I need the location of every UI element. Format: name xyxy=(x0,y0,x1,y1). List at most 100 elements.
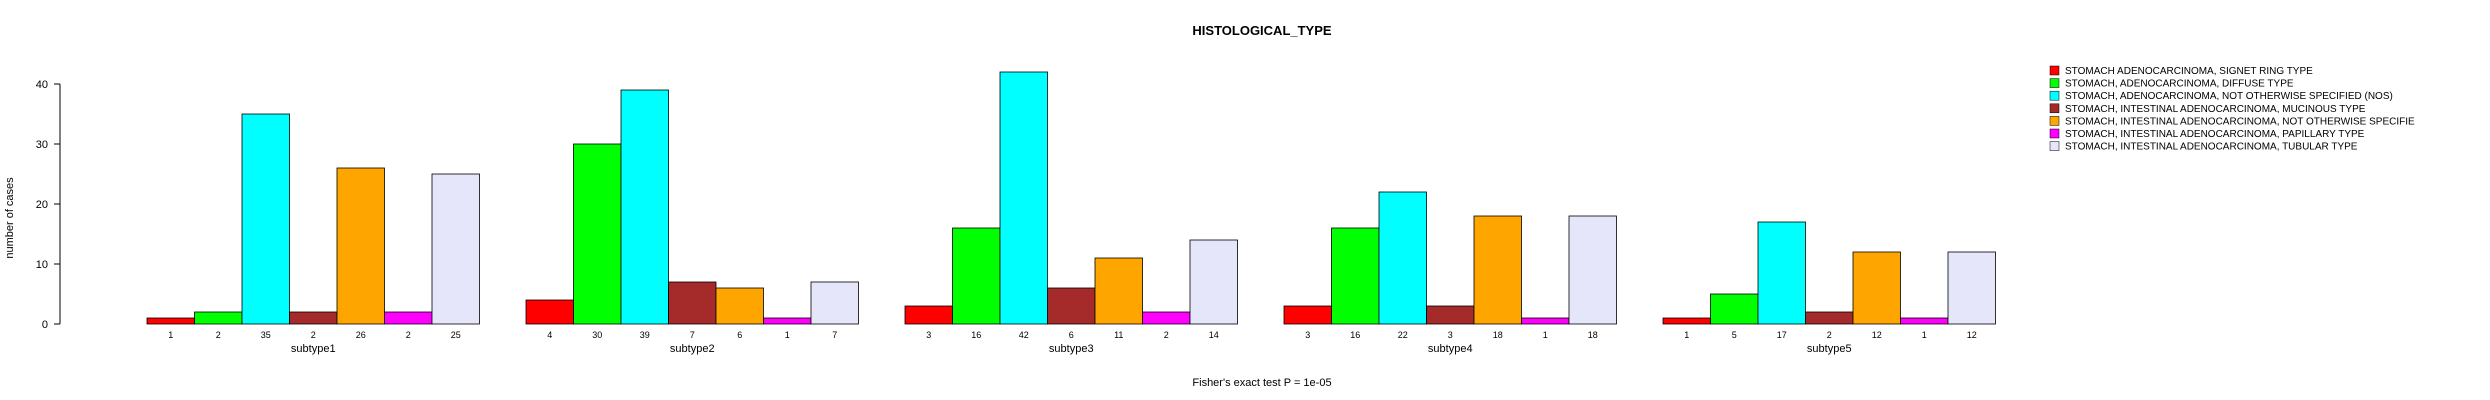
bar xyxy=(952,227,1001,325)
legend-label: STOMACH, INTESTINAL ADENOCARCINOMA, PAPI… xyxy=(2065,129,2365,140)
bar xyxy=(573,143,622,325)
bar-value-label: 4 xyxy=(547,330,552,340)
bar-value-label: 2 xyxy=(1827,330,1832,340)
bar-value-label: 17 xyxy=(1777,330,1787,340)
bar-value-label: 1 xyxy=(785,330,790,340)
bar-value-label: 1 xyxy=(1543,330,1548,340)
bar-value-label: 2 xyxy=(1164,330,1169,340)
bar xyxy=(336,167,385,325)
legend-label: STOMACH ADENOCARCINOMA, SIGNET RING TYPE xyxy=(2065,66,2313,77)
group-label: subtype1 xyxy=(291,343,336,355)
legend-swatch xyxy=(2049,103,2060,114)
bar xyxy=(904,305,953,325)
bar xyxy=(1094,257,1143,325)
y-tick-label: 20 xyxy=(36,199,48,211)
bar xyxy=(1568,215,1617,325)
bar-value-label: 5 xyxy=(1732,330,1737,340)
bar-value-label: 1 xyxy=(1922,330,1927,340)
bar xyxy=(1662,317,1711,325)
y-tick-label: 10 xyxy=(36,259,48,271)
bar-value-label: 12 xyxy=(1967,330,1977,340)
bar xyxy=(1283,305,1332,325)
bar xyxy=(194,311,243,325)
bar-value-label: 3 xyxy=(926,330,931,340)
group-label: subtype4 xyxy=(1428,343,1473,355)
group-label: subtype2 xyxy=(670,343,715,355)
y-tick-label: 40 xyxy=(36,79,48,91)
bar-value-label: 39 xyxy=(640,330,650,340)
bar-value-label: 16 xyxy=(1350,330,1360,340)
bar-value-label: 26 xyxy=(356,330,366,340)
bar-value-label: 18 xyxy=(1588,330,1598,340)
bar xyxy=(668,281,717,325)
bar-value-label: 16 xyxy=(971,330,981,340)
bar xyxy=(1521,317,1570,325)
bar xyxy=(1378,191,1427,325)
bar-value-label: 35 xyxy=(261,330,271,340)
chart-title: HISTOLOGICAL_TYPE xyxy=(1192,23,1331,38)
bar-value-label: 2 xyxy=(311,330,316,340)
bar-value-label: 1 xyxy=(168,330,173,340)
legend-swatch xyxy=(2049,141,2060,151)
legend-label: STOMACH, INTESTINAL ADENOCARCINOMA, MUCI… xyxy=(2065,104,2366,115)
bar-value-label: 7 xyxy=(832,330,837,340)
bar xyxy=(384,311,433,325)
bar-value-label: 7 xyxy=(690,330,695,340)
bar-value-label: 42 xyxy=(1019,330,1029,340)
legend-label: STOMACH, ADENOCARCINOMA, DIFFUSE TYPE xyxy=(2065,79,2294,90)
y-tick-label: 0 xyxy=(42,319,48,331)
bar-value-label: 14 xyxy=(1209,330,1219,340)
bar-value-label: 6 xyxy=(1069,330,1074,340)
bar-value-label: 2 xyxy=(216,330,221,340)
y-tick-label: 30 xyxy=(36,139,48,151)
y-axis: 0 10 20 30 40 xyxy=(36,79,61,331)
bar xyxy=(1426,305,1475,325)
legend-swatch xyxy=(2049,65,2060,76)
bar-value-label: 18 xyxy=(1493,330,1503,340)
bar xyxy=(715,287,764,325)
bar-value-label: 30 xyxy=(592,330,602,340)
bar xyxy=(1757,221,1806,325)
bar xyxy=(763,317,812,325)
y-axis-label: number of cases xyxy=(4,177,16,259)
legend-swatch xyxy=(2049,116,2060,126)
bar xyxy=(620,89,669,325)
legend-swatch xyxy=(2049,78,2060,88)
bar-value-label: 12 xyxy=(1872,330,1882,340)
bar xyxy=(1189,239,1238,325)
bar-value-label: 6 xyxy=(737,330,742,340)
bar xyxy=(1947,251,1996,325)
bar xyxy=(1142,311,1191,325)
legend-label: STOMACH, INTESTINAL ADENOCARCINOMA, TUBU… xyxy=(2065,142,2358,153)
bar-value-label: 3 xyxy=(1448,330,1453,340)
bar-value-label: 25 xyxy=(451,330,461,340)
bar xyxy=(1852,251,1901,325)
bar xyxy=(289,311,338,325)
bar-value-label: 1 xyxy=(1684,330,1689,340)
bar xyxy=(1900,317,1949,325)
bar-value-label: 11 xyxy=(1114,330,1123,340)
group-label: subtype5 xyxy=(1807,343,1852,355)
bar xyxy=(1047,287,1096,325)
legend-swatch xyxy=(2049,128,2060,139)
bar xyxy=(810,281,859,325)
legend-label: STOMACH, INTESTINAL ADENOCARCINOMA, NOT … xyxy=(2065,116,2415,127)
bar xyxy=(1331,227,1380,325)
bar-value-label: 3 xyxy=(1305,330,1310,340)
legend-label: STOMACH, ADENOCARCINOMA, NOT OTHERWISE S… xyxy=(2065,91,2393,102)
legend: STOMACH ADENOCARCINOMA, SIGNET RING TYPE… xyxy=(2049,65,2415,153)
bar xyxy=(1473,215,1522,325)
legend-swatch xyxy=(2049,90,2060,101)
bar xyxy=(431,173,480,325)
group-label: subtype3 xyxy=(1049,343,1094,355)
bar xyxy=(1805,311,1854,325)
bar xyxy=(1710,293,1759,325)
bar-value-label: 2 xyxy=(406,330,411,340)
bar xyxy=(525,299,574,325)
bar-value-label: 22 xyxy=(1398,330,1408,340)
bar xyxy=(241,113,290,325)
footnote: Fisher's exact test P = 1e-05 xyxy=(1192,377,1331,389)
bar xyxy=(146,317,195,325)
